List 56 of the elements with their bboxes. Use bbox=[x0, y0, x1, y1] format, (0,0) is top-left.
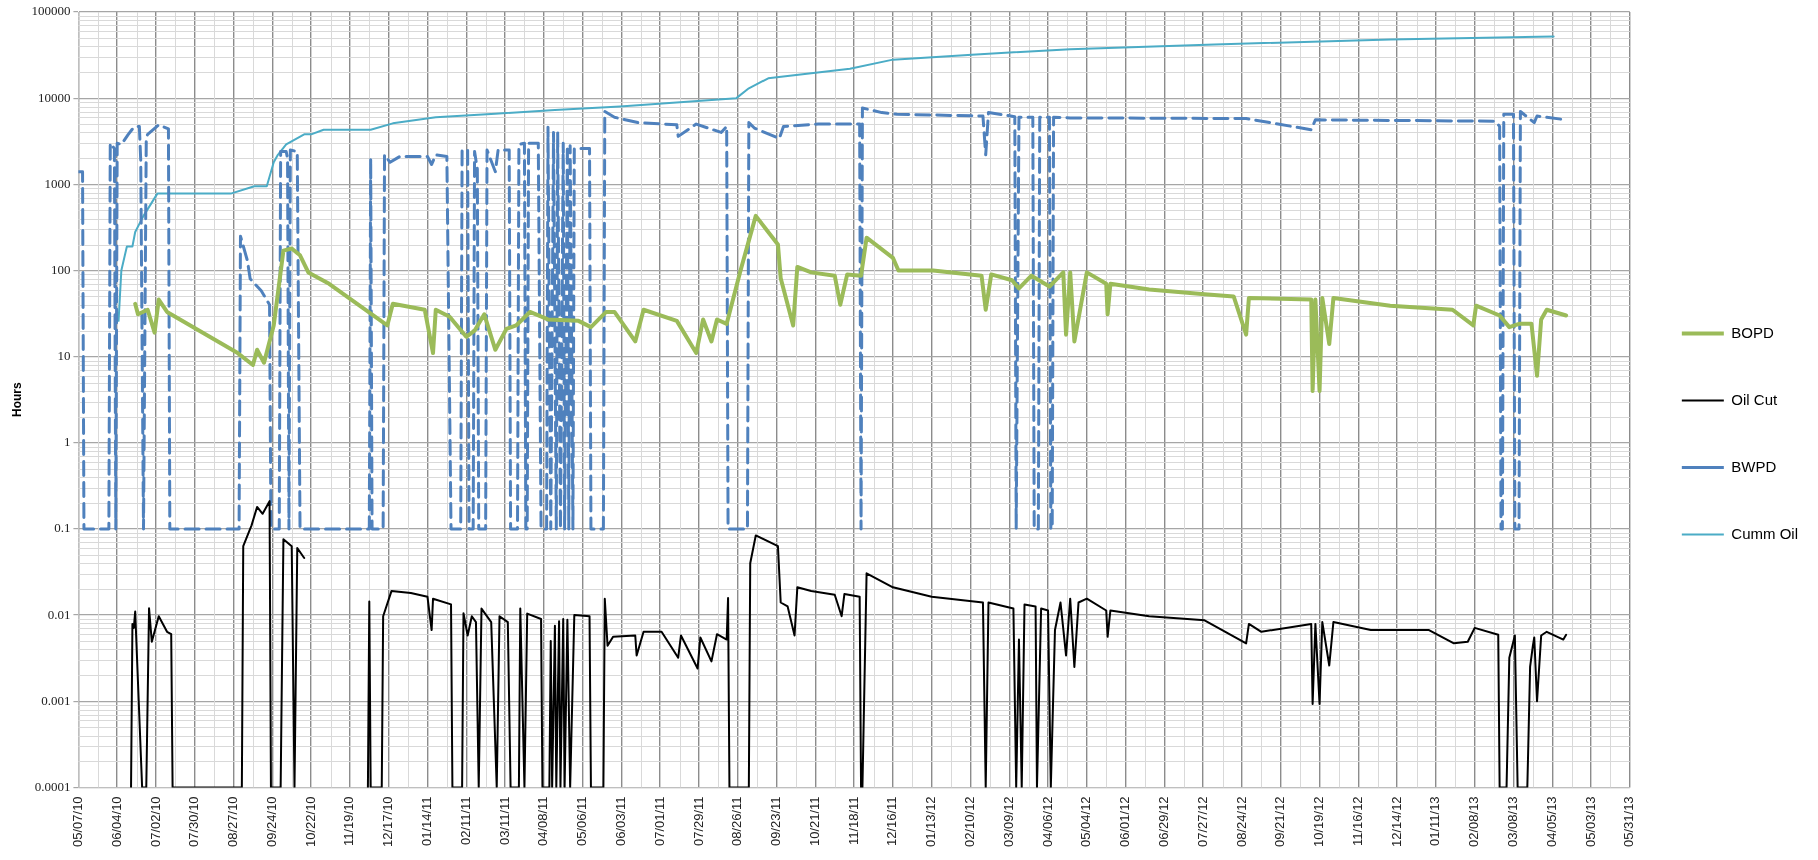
x-tick-label: 01/14/11 bbox=[419, 796, 435, 847]
x-tick-label: 09/21/12 bbox=[1272, 796, 1288, 848]
x-tick-label: 08/26/11 bbox=[729, 796, 745, 847]
legend-label: BOPD bbox=[1731, 323, 1775, 341]
x-tick-label: 11/18/11 bbox=[845, 796, 861, 846]
x-tick-label: 07/30/10 bbox=[186, 796, 202, 848]
x-tick-label: 05/31/13 bbox=[1621, 796, 1637, 848]
x-tick-label: 10/22/10 bbox=[302, 796, 318, 848]
x-tick-label: 07/01/11 bbox=[651, 796, 667, 847]
y-tick-label: 10 bbox=[57, 348, 71, 364]
y-tick-label: 1000 bbox=[44, 175, 71, 191]
x-tick-label: 07/29/11 bbox=[690, 796, 706, 847]
x-tick-label: 04/05/13 bbox=[1543, 796, 1559, 848]
x-tick-label: 08/24/12 bbox=[1233, 796, 1249, 848]
x-tick-label: 01/11/13 bbox=[1427, 796, 1443, 847]
x-tick-label: 06/29/12 bbox=[1155, 796, 1171, 848]
x-tick-label: 01/13/12 bbox=[923, 796, 939, 848]
y-tick-label: 1 bbox=[63, 434, 71, 450]
x-tick-label: 03/08/13 bbox=[1505, 796, 1521, 848]
x-tick-label: 05/06/11 bbox=[574, 796, 590, 847]
x-tick-label: 11/16/12 bbox=[1349, 796, 1365, 847]
y-tick-label: 10000 bbox=[37, 89, 71, 105]
y-tick-label: 0.01 bbox=[47, 606, 71, 622]
y-tick-label: 0.0001 bbox=[34, 778, 71, 794]
x-tick-label: 11/19/10 bbox=[341, 796, 357, 847]
x-tick-label: 03/09/12 bbox=[1000, 796, 1016, 848]
x-tick-label: 10/19/12 bbox=[1311, 796, 1327, 848]
x-tick-label: 05/07/10 bbox=[69, 796, 85, 848]
legend-label: BWPD bbox=[1731, 457, 1777, 475]
legend-label: Oil Cut bbox=[1731, 390, 1779, 408]
y-tick-label: 100000 bbox=[31, 3, 71, 19]
x-tick-label: 09/24/10 bbox=[263, 796, 279, 848]
x-tick-label: 12/16/11 bbox=[884, 796, 900, 847]
x-tick-label: 06/04/10 bbox=[108, 796, 124, 848]
x-tick-label: 10/21/11 bbox=[806, 796, 822, 847]
x-tick-label: 02/11/11 bbox=[457, 796, 473, 846]
x-tick-label: 09/23/11 bbox=[768, 796, 784, 847]
y-tick-label: 0.001 bbox=[41, 692, 71, 708]
x-tick-label: 05/03/13 bbox=[1582, 796, 1598, 848]
x-tick-label: 07/27/12 bbox=[1194, 796, 1210, 848]
x-tick-label: 04/08/11 bbox=[535, 796, 551, 847]
x-tick-label: 08/27/10 bbox=[225, 796, 241, 848]
x-tick-label: 04/06/12 bbox=[1039, 796, 1055, 848]
x-tick-label: 07/02/10 bbox=[147, 796, 163, 848]
x-tick-label: 05/04/12 bbox=[1078, 796, 1094, 848]
x-tick-label: 12/17/10 bbox=[380, 796, 396, 848]
x-tick-label: 06/03/11 bbox=[612, 796, 628, 847]
y-axis-title: Hours bbox=[9, 382, 24, 418]
x-tick-label: 12/14/12 bbox=[1388, 796, 1404, 848]
x-tick-label: 02/08/13 bbox=[1466, 796, 1482, 848]
y-tick-label: 0.1 bbox=[54, 520, 71, 536]
x-tick-label: 06/01/12 bbox=[1117, 796, 1133, 848]
x-tick-label: 02/10/12 bbox=[962, 796, 978, 848]
x-tick-label: 03/11/11 bbox=[496, 796, 512, 846]
y-tick-label: 100 bbox=[50, 261, 71, 277]
legend-label: Cumm Oil bbox=[1731, 524, 1799, 542]
